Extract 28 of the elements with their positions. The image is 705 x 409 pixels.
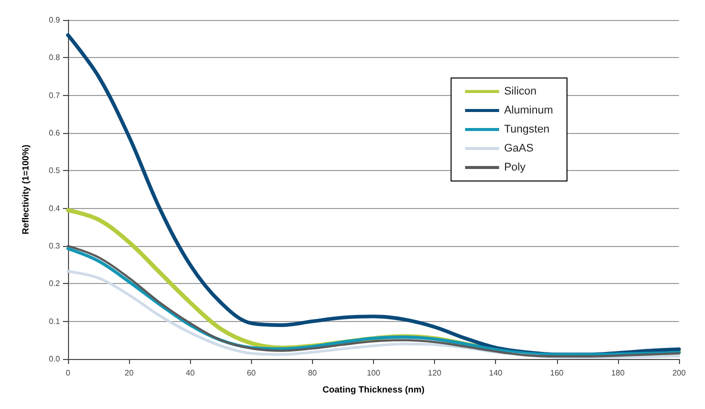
- x-tick-label: 80: [308, 368, 318, 378]
- legend-label: Aluminum: [504, 104, 553, 116]
- legend-label: Silicon: [504, 86, 536, 98]
- y-tick-label: 0.6: [48, 128, 61, 138]
- y-tick-label: 0.5: [48, 166, 61, 176]
- y-axis-title: Reflectivity (1=100%): [20, 144, 30, 234]
- x-tick-label: 0: [66, 368, 71, 378]
- y-tick-label: 0.9: [48, 16, 61, 24]
- legend-label: Tungsten: [504, 124, 550, 136]
- x-tick-label: 20: [124, 368, 134, 378]
- x-tick-label: 180: [611, 368, 626, 378]
- x-tick-label: 160: [550, 368, 564, 378]
- x-tick-label: 60: [246, 368, 256, 378]
- y-tick-label: 0.1: [48, 316, 61, 326]
- y-tick-label: 0.7: [48, 90, 61, 100]
- x-tick-label: 140: [489, 368, 503, 378]
- x-tick-label: 120: [428, 368, 442, 378]
- y-tick-label: 0.2: [48, 279, 61, 288]
- x-tick-label: 100: [366, 368, 381, 378]
- y-tick-label: 0.8: [48, 53, 61, 62]
- y-tick-label: 0.4: [48, 204, 61, 213]
- legend-label: Poly: [504, 162, 526, 174]
- x-tick-label: 40: [186, 368, 196, 378]
- legend-label: GaAS: [504, 142, 534, 154]
- x-axis-title: Coating Thickness (nm): [322, 384, 425, 394]
- y-tick-label: 0.0: [48, 354, 61, 364]
- y-tick-label: 0.3: [48, 242, 61, 250]
- x-tick-label: 200: [672, 368, 686, 378]
